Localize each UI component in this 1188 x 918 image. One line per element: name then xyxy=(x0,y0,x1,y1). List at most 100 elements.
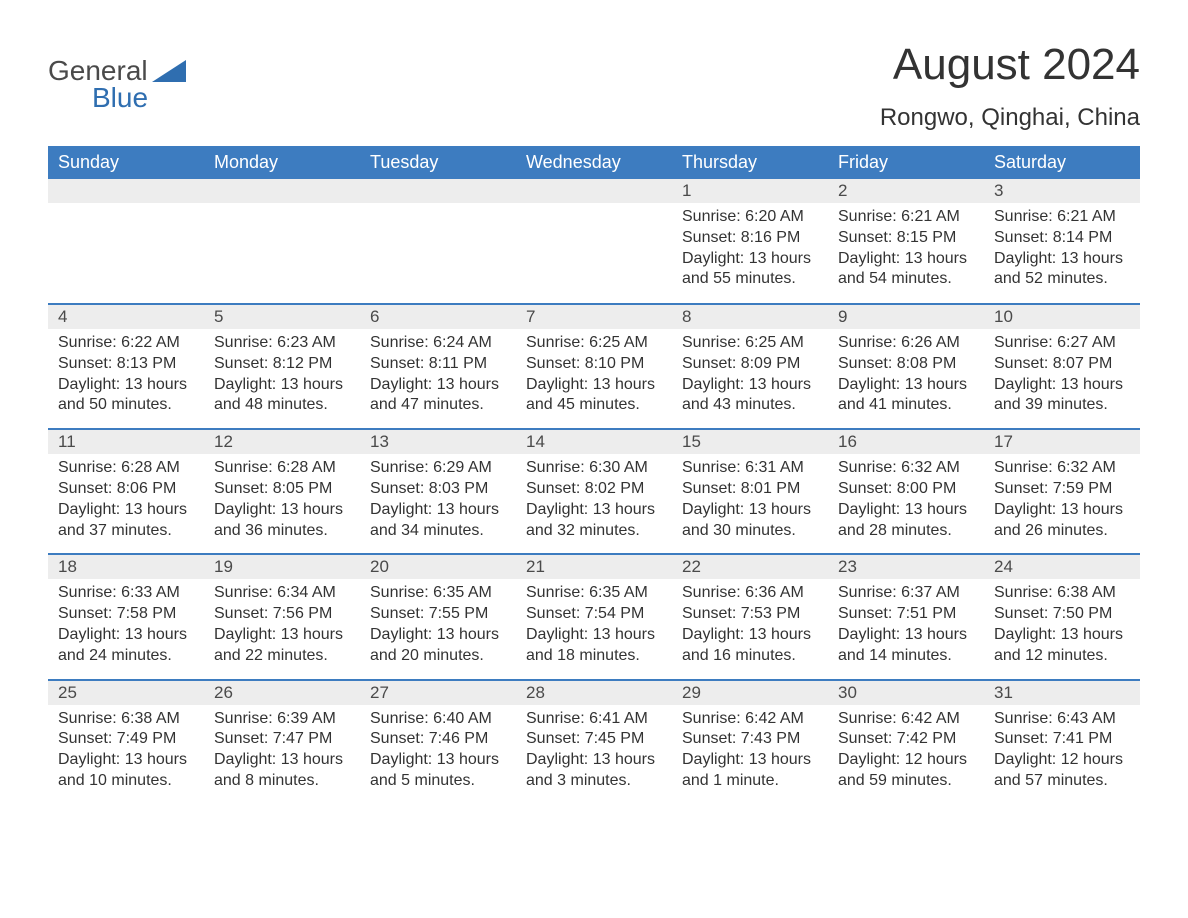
day-cell: 12 Sunrise: 6:28 AMSunset: 8:05 PMDayligh… xyxy=(204,428,360,553)
day-cell: 27Sunrise: 6:40 AMSunset: 7:46 PMDayligh… xyxy=(360,679,516,804)
day-cell: 20Sunrise: 6:35 AMSunset: 7:55 PMDayligh… xyxy=(360,553,516,678)
day-body: Sunrise: 6:24 AMSunset: 8:11 PMDaylight:… xyxy=(360,329,516,416)
day-number: 7 xyxy=(516,303,672,329)
day-body: Sunrise: 6:41 AMSunset: 7:45 PMDaylight:… xyxy=(516,705,672,792)
day-number: 21 xyxy=(516,553,672,579)
day-cell: 6Sunrise: 6:24 AMSunset: 8:11 PMDaylight… xyxy=(360,303,516,428)
daylight-text: Daylight: 13 hours and 10 minutes. xyxy=(58,750,194,792)
day-cell: 17Sunrise: 6:32 AMSunset: 7:59 PMDayligh… xyxy=(984,428,1140,553)
logo-triangle-icon xyxy=(152,60,186,82)
day-body: Sunrise: 6:31 AMSunset: 8:01 PMDaylight:… xyxy=(672,454,828,541)
sunset-text: Sunset: 7:50 PM xyxy=(994,604,1130,625)
day-body: Sunrise: 6:21 AMSunset: 8:15 PMDaylight:… xyxy=(828,203,984,290)
sunset-text: Sunset: 7:47 PM xyxy=(214,729,350,750)
daylight-text: Daylight: 13 hours and 16 minutes. xyxy=(682,625,818,667)
sunrise-text: Sunrise: 6:24 AM xyxy=(370,333,506,354)
day-number: 9 xyxy=(828,303,984,329)
day-number: 22 xyxy=(672,553,828,579)
weekday-header: Tuesday xyxy=(360,146,516,179)
day-body: Sunrise: 6:40 AMSunset: 7:46 PMDaylight:… xyxy=(360,705,516,792)
day-cell: 28Sunrise: 6:41 AMSunset: 7:45 PMDayligh… xyxy=(516,679,672,804)
day-number: 12 xyxy=(204,428,360,454)
day-number: 1 xyxy=(672,179,828,203)
sunrise-text: Sunrise: 6:40 AM xyxy=(370,709,506,730)
day-number: 20 xyxy=(360,553,516,579)
sunrise-text: Sunrise: 6:28 AM xyxy=(58,458,194,479)
daylight-text: Daylight: 13 hours and 8 minutes. xyxy=(214,750,350,792)
day-cell: 5Sunrise: 6:23 AMSunset: 8:12 PMDaylight… xyxy=(204,303,360,428)
sunset-text: Sunset: 7:58 PM xyxy=(58,604,194,625)
day-cell: 11Sunrise: 6:28 AMSunset: 8:06 PMDayligh… xyxy=(48,428,204,553)
day-number: 8 xyxy=(672,303,828,329)
sunset-text: Sunset: 8:05 PM xyxy=(214,479,350,500)
daylight-text: Daylight: 13 hours and 54 minutes. xyxy=(838,249,974,291)
daylight-text: Daylight: 13 hours and 26 minutes. xyxy=(994,500,1130,542)
daylight-text: Daylight: 13 hours and 24 minutes. xyxy=(58,625,194,667)
daylight-text: Daylight: 13 hours and 18 minutes. xyxy=(526,625,662,667)
daylight-text: Daylight: 13 hours and 32 minutes. xyxy=(526,500,662,542)
day-body: Sunrise: 6:39 AMSunset: 7:47 PMDaylight:… xyxy=(204,705,360,792)
day-body: Sunrise: 6:35 AMSunset: 7:54 PMDaylight:… xyxy=(516,579,672,666)
daylight-text: Daylight: 13 hours and 1 minute. xyxy=(682,750,818,792)
day-number: 10 xyxy=(984,303,1140,329)
week-row: 4Sunrise: 6:22 AMSunset: 8:13 PMDaylight… xyxy=(48,303,1140,428)
day-cell xyxy=(204,179,360,303)
empty-day-bar xyxy=(360,179,516,203)
sunrise-text: Sunrise: 6:34 AM xyxy=(214,583,350,604)
day-body: Sunrise: 6:35 AMSunset: 7:55 PMDaylight:… xyxy=(360,579,516,666)
day-number: 16 xyxy=(828,428,984,454)
sunrise-text: Sunrise: 6:37 AM xyxy=(838,583,974,604)
sunset-text: Sunset: 7:45 PM xyxy=(526,729,662,750)
day-body: Sunrise: 6:28 AMSunset: 8:06 PMDaylight:… xyxy=(48,454,204,541)
sunset-text: Sunset: 7:49 PM xyxy=(58,729,194,750)
day-cell: 2Sunrise: 6:21 AMSunset: 8:15 PMDaylight… xyxy=(828,179,984,303)
sunrise-text: Sunrise: 6:29 AM xyxy=(370,458,506,479)
sunrise-text: Sunrise: 6:35 AM xyxy=(370,583,506,604)
sunrise-text: Sunrise: 6:43 AM xyxy=(994,709,1130,730)
weeks-container: 1Sunrise: 6:20 AMSunset: 8:16 PMDaylight… xyxy=(48,179,1140,804)
day-body: Sunrise: 6:29 AMSunset: 8:03 PMDaylight:… xyxy=(360,454,516,541)
sunset-text: Sunset: 7:51 PM xyxy=(838,604,974,625)
day-number: 14 xyxy=(516,428,672,454)
calendar: SundayMondayTuesdayWednesdayThursdayFrid… xyxy=(48,146,1140,804)
day-body: Sunrise: 6:38 AMSunset: 7:50 PMDaylight:… xyxy=(984,579,1140,666)
day-number: 13 xyxy=(360,428,516,454)
sunset-text: Sunset: 7:54 PM xyxy=(526,604,662,625)
day-number: 4 xyxy=(48,303,204,329)
day-cell: 8Sunrise: 6:25 AMSunset: 8:09 PMDaylight… xyxy=(672,303,828,428)
weekday-header: Friday xyxy=(828,146,984,179)
day-cell: 1Sunrise: 6:20 AMSunset: 8:16 PMDaylight… xyxy=(672,179,828,303)
day-cell: 9Sunrise: 6:26 AMSunset: 8:08 PMDaylight… xyxy=(828,303,984,428)
weekday-header: Sunday xyxy=(48,146,204,179)
daylight-text: Daylight: 12 hours and 57 minutes. xyxy=(994,750,1130,792)
sunset-text: Sunset: 8:00 PM xyxy=(838,479,974,500)
day-body: Sunrise: 6:25 AMSunset: 8:09 PMDaylight:… xyxy=(672,329,828,416)
sunrise-text: Sunrise: 6:31 AM xyxy=(682,458,818,479)
sunrise-text: Sunrise: 6:35 AM xyxy=(526,583,662,604)
empty-day-bar xyxy=(204,179,360,203)
day-body: Sunrise: 6:32 AMSunset: 8:00 PMDaylight:… xyxy=(828,454,984,541)
sunset-text: Sunset: 8:07 PM xyxy=(994,354,1130,375)
daylight-text: Daylight: 13 hours and 22 minutes. xyxy=(214,625,350,667)
day-number: 28 xyxy=(516,679,672,705)
day-body: Sunrise: 6:38 AMSunset: 7:49 PMDaylight:… xyxy=(48,705,204,792)
day-body: Sunrise: 6:42 AMSunset: 7:42 PMDaylight:… xyxy=(828,705,984,792)
sunrise-text: Sunrise: 6:21 AM xyxy=(994,207,1130,228)
day-body: Sunrise: 6:30 AMSunset: 8:02 PMDaylight:… xyxy=(516,454,672,541)
day-body: Sunrise: 6:22 AMSunset: 8:13 PMDaylight:… xyxy=(48,329,204,416)
daylight-text: Daylight: 13 hours and 14 minutes. xyxy=(838,625,974,667)
day-cell: 24Sunrise: 6:38 AMSunset: 7:50 PMDayligh… xyxy=(984,553,1140,678)
weekday-header: Wednesday xyxy=(516,146,672,179)
week-row: 1Sunrise: 6:20 AMSunset: 8:16 PMDaylight… xyxy=(48,179,1140,303)
logo-word-blue: Blue xyxy=(92,85,186,112)
day-cell: 18Sunrise: 6:33 AMSunset: 7:58 PMDayligh… xyxy=(48,553,204,678)
sunset-text: Sunset: 7:41 PM xyxy=(994,729,1130,750)
sunrise-text: Sunrise: 6:32 AM xyxy=(994,458,1130,479)
daylight-text: Daylight: 13 hours and 36 minutes. xyxy=(214,500,350,542)
sunrise-text: Sunrise: 6:28 AM xyxy=(214,458,350,479)
week-row: 18Sunrise: 6:33 AMSunset: 7:58 PMDayligh… xyxy=(48,553,1140,678)
sunset-text: Sunset: 8:16 PM xyxy=(682,228,818,249)
sunrise-text: Sunrise: 6:22 AM xyxy=(58,333,194,354)
day-cell: 16Sunrise: 6:32 AMSunset: 8:00 PMDayligh… xyxy=(828,428,984,553)
day-cell xyxy=(360,179,516,303)
